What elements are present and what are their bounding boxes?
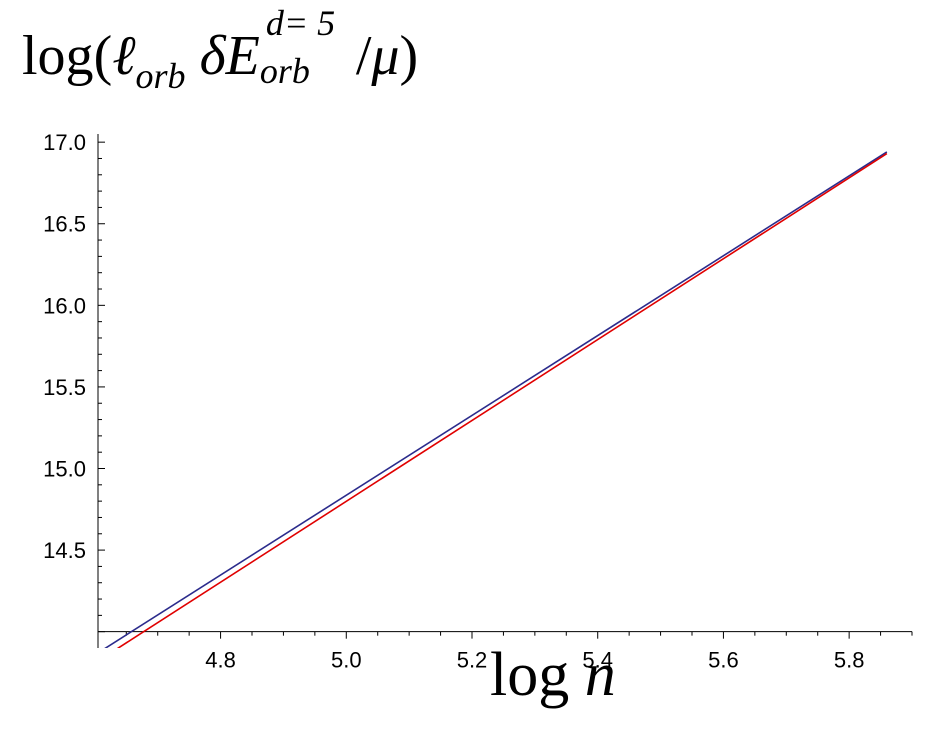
y-label-e-sub: orb xyxy=(259,51,310,91)
y-label-ell-sub: orb xyxy=(135,56,186,96)
x-tick-label: 5.2 xyxy=(457,648,488,673)
x-label-log: log xyxy=(490,641,570,709)
y-tick-label: 17.0 xyxy=(43,130,86,155)
series-line-1 xyxy=(104,151,888,648)
series-line-2 xyxy=(116,152,888,648)
x-tick-label: 5.6 xyxy=(708,648,739,673)
x-tick-label: 5.8 xyxy=(834,648,865,673)
y-label-mu: μ xyxy=(371,25,400,87)
y-label-log: log xyxy=(22,25,94,87)
y-label-slash: / xyxy=(355,25,372,87)
y-tick-label: 15.0 xyxy=(43,457,86,482)
y-label-sup: d= 5 xyxy=(265,3,336,43)
x-tick-label: 5.4 xyxy=(582,648,613,673)
x-tick-label: 4.8 xyxy=(205,648,236,673)
y-tick-label: 16.0 xyxy=(43,293,86,318)
y-label-ell: ℓ xyxy=(112,25,136,87)
x-axis-label: log n xyxy=(490,640,616,711)
y-axis-label: log(ℓorb δE d= 5 orb/μ) xyxy=(22,3,419,96)
y-label-delta-e: δE xyxy=(199,25,260,87)
x-tick-label: 5.0 xyxy=(331,648,362,673)
y-tick-label: 15.5 xyxy=(43,375,86,400)
y-tick-label: 16.5 xyxy=(43,212,86,237)
y-label-supsub: d= 5 orb xyxy=(259,3,356,92)
x-label-var: n xyxy=(584,641,616,709)
y-tick-label: 14.5 xyxy=(43,538,86,563)
